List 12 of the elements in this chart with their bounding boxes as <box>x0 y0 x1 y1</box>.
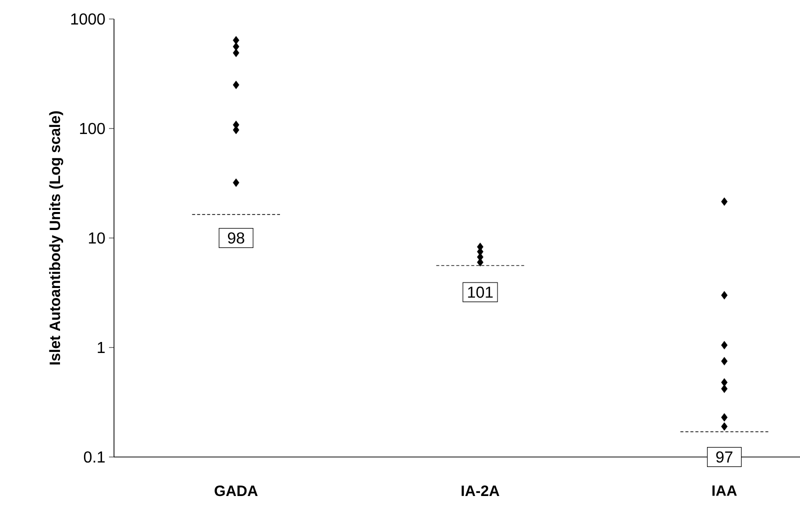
y-tick-label: 100 <box>80 122 105 134</box>
annotation: 97 <box>716 451 732 463</box>
y-tick-label: 10 <box>88 232 105 244</box>
annotation: 98 <box>228 232 244 244</box>
x-tick-label: GADA <box>214 486 258 496</box>
y-axis-title: Islet Autoantibody Units (Log scale) <box>49 111 64 364</box>
y-tick-label: 0.1 <box>84 451 105 463</box>
y-tick-label: 1 <box>98 342 105 353</box>
x-tick-label: IAA <box>712 486 737 496</box>
annotation: 101 <box>468 286 493 298</box>
y-tick-label: 1000 <box>71 13 105 25</box>
x-tick-label: IA-2A <box>462 486 500 496</box>
